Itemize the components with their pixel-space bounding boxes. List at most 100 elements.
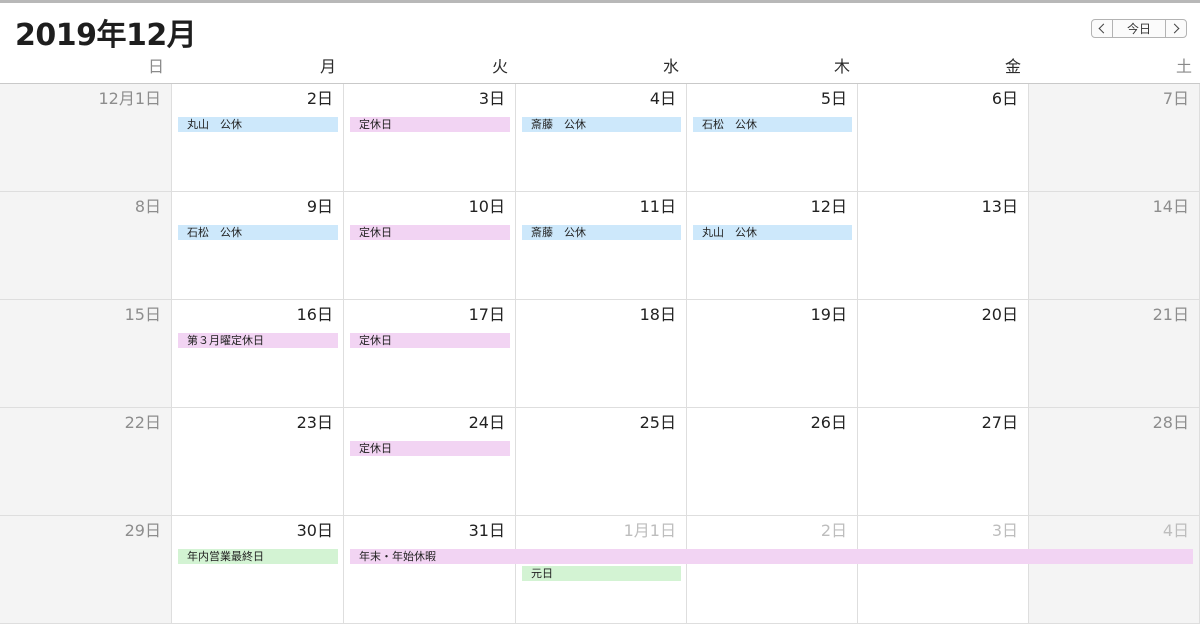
calendar-event[interactable]: 斎藤 公休	[522, 225, 681, 240]
day-cell[interactable]: 10日	[344, 192, 516, 300]
window-top-border	[0, 0, 1200, 3]
calendar-event[interactable]: 定休日	[350, 441, 510, 456]
day-cell[interactable]: 8日	[0, 192, 172, 300]
day-number: 29日	[124, 521, 161, 540]
day-cell[interactable]: 12月1日	[0, 84, 172, 192]
day-number: 8日	[134, 197, 161, 216]
day-cell[interactable]: 2日	[687, 516, 858, 624]
calendar-event[interactable]: 第３月曜定休日	[178, 333, 338, 348]
weekday-label: 日	[147, 57, 164, 76]
day-cell[interactable]: 27日	[858, 408, 1029, 516]
day-number: 25日	[639, 413, 676, 432]
weekday-label: 金	[1004, 57, 1021, 76]
day-number: 9日	[306, 197, 333, 216]
day-number: 31日	[468, 521, 505, 540]
day-number: 17日	[468, 305, 505, 324]
day-cell[interactable]: 15日	[0, 300, 172, 408]
calendar-grid: 12月1日 2日 3日 4日 5日 6日 7日 8日 9日 10日 11日 12日 13日 14日 15日 1…	[0, 84, 1200, 626]
next-month-button[interactable]	[1165, 19, 1187, 38]
day-cell[interactable]: 16日	[172, 300, 344, 408]
today-button[interactable]: 今日	[1113, 19, 1165, 38]
weekday-label: 月	[319, 57, 336, 76]
day-number: 13日	[981, 197, 1018, 216]
chevron-right-icon	[1169, 23, 1180, 34]
day-number: 3日	[991, 521, 1018, 540]
calendar-event[interactable]: 元日	[522, 566, 681, 581]
calendar-event[interactable]: 年末・年始休暇	[350, 549, 1193, 564]
day-number: 18日	[639, 305, 676, 324]
day-number: 16日	[296, 305, 333, 324]
day-cell[interactable]: 23日	[172, 408, 344, 516]
calendar-event[interactable]: 定休日	[350, 333, 510, 348]
day-cell[interactable]: 26日	[687, 408, 858, 516]
day-number: 26日	[810, 413, 847, 432]
day-cell[interactable]: 28日	[1029, 408, 1200, 516]
day-cell[interactable]: 3日	[858, 516, 1029, 624]
day-number: 21日	[1152, 305, 1189, 324]
weekday-header: 日月火水木金土	[0, 56, 1200, 84]
day-number: 24日	[468, 413, 505, 432]
day-number: 11日	[639, 197, 676, 216]
day-cell[interactable]: 24日	[344, 408, 516, 516]
day-cell[interactable]: 5日	[687, 84, 858, 192]
month-title: 2019年12月	[15, 18, 197, 53]
calendar-event[interactable]: 年内営業最終日	[178, 549, 338, 564]
weekday-label: 水	[662, 57, 679, 76]
day-cell[interactable]: 2日	[172, 84, 344, 192]
day-number: 5日	[820, 89, 847, 108]
calendar-event[interactable]: 石松 公休	[693, 117, 852, 132]
chevron-left-icon	[1098, 23, 1109, 34]
calendar-event[interactable]: 丸山 公休	[178, 117, 338, 132]
day-cell[interactable]: 9日	[172, 192, 344, 300]
day-number: 27日	[981, 413, 1018, 432]
day-cell[interactable]: 7日	[1029, 84, 1200, 192]
day-number: 28日	[1152, 413, 1189, 432]
day-cell[interactable]: 3日	[344, 84, 516, 192]
day-cell[interactable]: 22日	[0, 408, 172, 516]
weekday-label: 火	[491, 57, 508, 76]
day-cell[interactable]: 31日	[344, 516, 516, 624]
day-number: 2日	[820, 521, 847, 540]
day-number: 20日	[981, 305, 1018, 324]
day-cell[interactable]: 30日	[172, 516, 344, 624]
day-number: 1月1日	[623, 521, 676, 540]
calendar-event[interactable]: 丸山 公休	[693, 225, 852, 240]
day-number: 12日	[810, 197, 847, 216]
day-cell[interactable]: 4日	[1029, 516, 1200, 624]
day-number: 4日	[1162, 521, 1189, 540]
calendar-event[interactable]: 定休日	[350, 225, 510, 240]
day-number: 23日	[296, 413, 333, 432]
day-number: 4日	[649, 89, 676, 108]
day-cell[interactable]: 12日	[687, 192, 858, 300]
calendar-event[interactable]: 斎藤 公休	[522, 117, 681, 132]
day-cell[interactable]: 17日	[344, 300, 516, 408]
calendar-event[interactable]: 石松 公休	[178, 225, 338, 240]
day-number: 19日	[810, 305, 847, 324]
day-number: 10日	[468, 197, 505, 216]
day-number: 2日	[306, 89, 333, 108]
day-number: 14日	[1152, 197, 1189, 216]
weekday-label: 木	[833, 57, 850, 76]
day-cell[interactable]: 21日	[1029, 300, 1200, 408]
day-cell[interactable]: 25日	[516, 408, 687, 516]
previous-month-button[interactable]	[1091, 19, 1113, 38]
day-cell[interactable]: 14日	[1029, 192, 1200, 300]
day-cell[interactable]: 18日	[516, 300, 687, 408]
day-number: 7日	[1162, 89, 1189, 108]
weekday-label: 土	[1175, 57, 1192, 76]
day-cell[interactable]: 6日	[858, 84, 1029, 192]
day-number: 15日	[124, 305, 161, 324]
day-cell[interactable]: 4日	[516, 84, 687, 192]
day-number: 12月1日	[98, 89, 161, 108]
day-cell[interactable]: 20日	[858, 300, 1029, 408]
day-cell[interactable]: 19日	[687, 300, 858, 408]
month-navigation: 今日	[1091, 19, 1187, 38]
calendar-event[interactable]: 定休日	[350, 117, 510, 132]
day-cell[interactable]: 11日	[516, 192, 687, 300]
day-cell[interactable]: 13日	[858, 192, 1029, 300]
day-number: 6日	[991, 89, 1018, 108]
day-cell[interactable]: 29日	[0, 516, 172, 624]
day-number: 3日	[478, 89, 505, 108]
day-number: 22日	[124, 413, 161, 432]
day-number: 30日	[296, 521, 333, 540]
